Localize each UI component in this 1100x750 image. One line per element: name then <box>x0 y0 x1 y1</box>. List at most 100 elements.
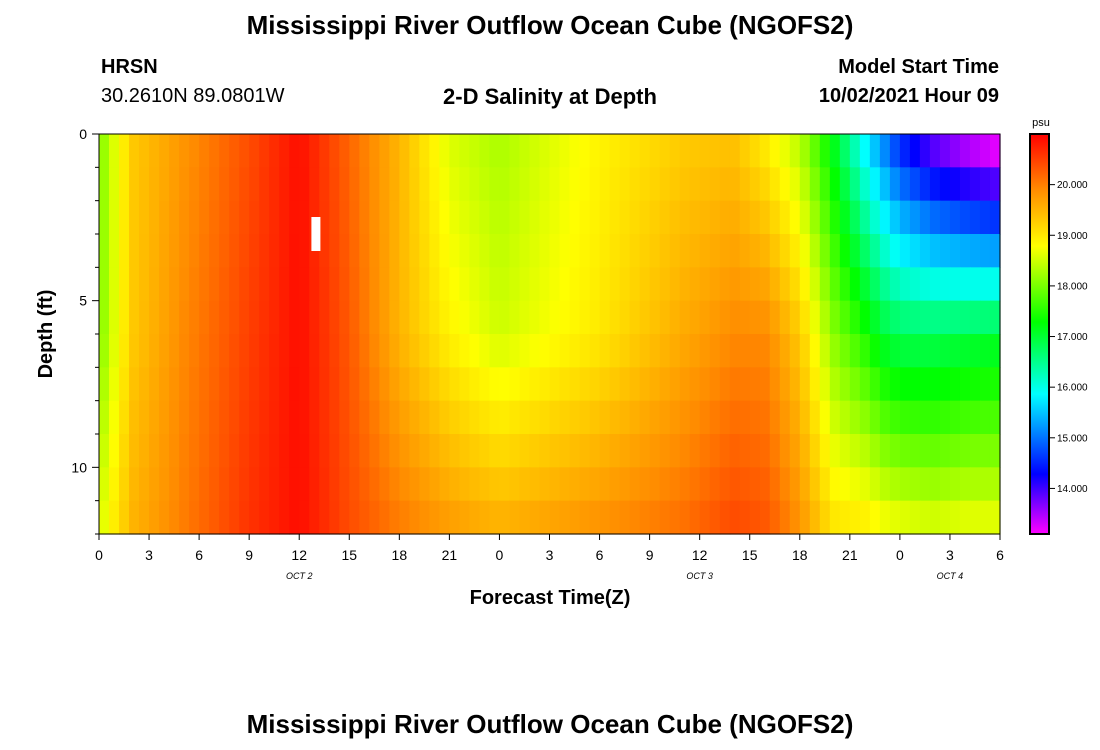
heatmap-cell <box>699 167 711 202</box>
heatmap-cell <box>769 367 781 402</box>
heatmap-cell <box>969 134 981 168</box>
heatmap-cell <box>499 467 511 502</box>
heatmap-cell <box>809 434 821 468</box>
heatmap-cell <box>719 234 731 268</box>
heatmap-cell <box>449 334 460 368</box>
heatmap-cell <box>609 234 621 268</box>
heatmap-cell <box>779 200 791 235</box>
heatmap-cell <box>979 300 991 335</box>
heatmap-cell <box>179 267 190 302</box>
heatmap-cell <box>849 334 861 368</box>
heatmap-cell <box>359 367 370 402</box>
heatmap-cell <box>159 234 170 268</box>
heatmap-cell <box>679 367 691 402</box>
heatmap-cell <box>899 134 911 168</box>
heatmap-cell <box>209 400 220 435</box>
heatmap-cell <box>679 500 691 535</box>
heatmap-cell <box>909 334 921 368</box>
heatmap-cell <box>109 300 120 335</box>
heatmap-cell <box>629 400 641 435</box>
heatmap-cell <box>869 500 881 535</box>
heatmap-cell <box>679 167 691 202</box>
heatmap-cell <box>819 200 831 235</box>
heatmap-cell <box>279 400 290 435</box>
heatmap-cell <box>139 234 150 268</box>
heatmap-cell <box>689 200 701 235</box>
heatmap-cell <box>759 134 771 168</box>
heatmap-cell <box>719 367 731 402</box>
heatmap-cell <box>609 434 621 468</box>
heatmap-cell <box>99 134 110 168</box>
heatmap-cell <box>269 400 280 435</box>
heatmap-cell <box>549 500 561 535</box>
heatmap-cell <box>119 267 130 302</box>
heatmap-cell <box>889 134 901 168</box>
heatmap-cell <box>359 167 370 202</box>
heatmap-cell <box>419 267 430 302</box>
heatmap-cell <box>669 300 681 335</box>
heatmap-cell <box>359 500 370 535</box>
heatmap-cell <box>299 400 310 435</box>
heatmap-cell <box>619 267 631 302</box>
heatmap-cell <box>269 334 280 368</box>
heatmap-cell <box>789 200 801 235</box>
heatmap-cell <box>229 434 240 468</box>
heatmap-cell <box>959 367 971 402</box>
heatmap-cell <box>919 234 931 268</box>
heatmap-cell <box>919 134 931 168</box>
heatmap-cell <box>359 400 370 435</box>
heatmap-cell <box>429 300 440 335</box>
heatmap-cell <box>709 234 721 268</box>
heatmap-cell <box>559 500 571 535</box>
heatmap-cell <box>429 434 440 468</box>
heatmap-cell <box>579 400 591 435</box>
heatmap-cell <box>499 234 511 268</box>
heatmap-cell <box>609 500 621 535</box>
heatmap-cell <box>829 234 841 268</box>
heatmap-cell <box>819 167 831 202</box>
heatmap-cell <box>659 500 671 535</box>
heatmap-cell <box>209 234 220 268</box>
heatmap-cell <box>639 334 651 368</box>
heatmap-cell <box>99 500 110 535</box>
heatmap-cell <box>259 167 270 202</box>
heatmap-cell <box>699 500 711 535</box>
heatmap-cell <box>549 200 561 235</box>
heatmap-cell <box>479 334 491 368</box>
heatmap-cell <box>469 267 481 302</box>
heatmap-cell <box>739 334 751 368</box>
heatmap-cell <box>739 434 751 468</box>
heatmap-cell <box>939 167 951 202</box>
heatmap-cell <box>569 134 581 168</box>
heatmap-cell <box>229 467 240 502</box>
heatmap-cell <box>439 400 450 435</box>
heatmap-cell <box>939 267 951 302</box>
heatmap-cell <box>809 300 821 335</box>
heatmap-cell <box>939 500 951 535</box>
heatmap-cell <box>859 467 871 502</box>
heatmap-cell <box>729 234 741 268</box>
heatmap-cell <box>769 434 781 468</box>
heatmap-cell <box>209 434 220 468</box>
heatmap-cell <box>949 267 961 302</box>
heatmap-cell <box>609 367 621 402</box>
station-coordinates: 30.2610N 89.0801W <box>101 85 285 107</box>
heatmap-cell <box>889 200 901 235</box>
heatmap-cell <box>819 467 831 502</box>
heatmap-cell <box>109 267 120 302</box>
heatmap-cell <box>539 434 551 468</box>
heatmap-cell <box>649 267 661 302</box>
heatmap-cell <box>239 167 250 202</box>
heatmap-cell <box>929 434 941 468</box>
heatmap-cell <box>299 367 310 402</box>
heatmap-cell <box>659 367 671 402</box>
heatmap-cell <box>809 400 821 435</box>
heatmap-cell <box>459 400 471 435</box>
heatmap-cell <box>649 134 661 168</box>
heatmap-cell <box>489 334 501 368</box>
heatmap-cell <box>129 200 140 235</box>
heatmap-cell <box>919 400 931 435</box>
heatmap-cell <box>519 500 531 535</box>
heatmap-cell <box>419 500 430 535</box>
heatmap-cell <box>219 267 230 302</box>
